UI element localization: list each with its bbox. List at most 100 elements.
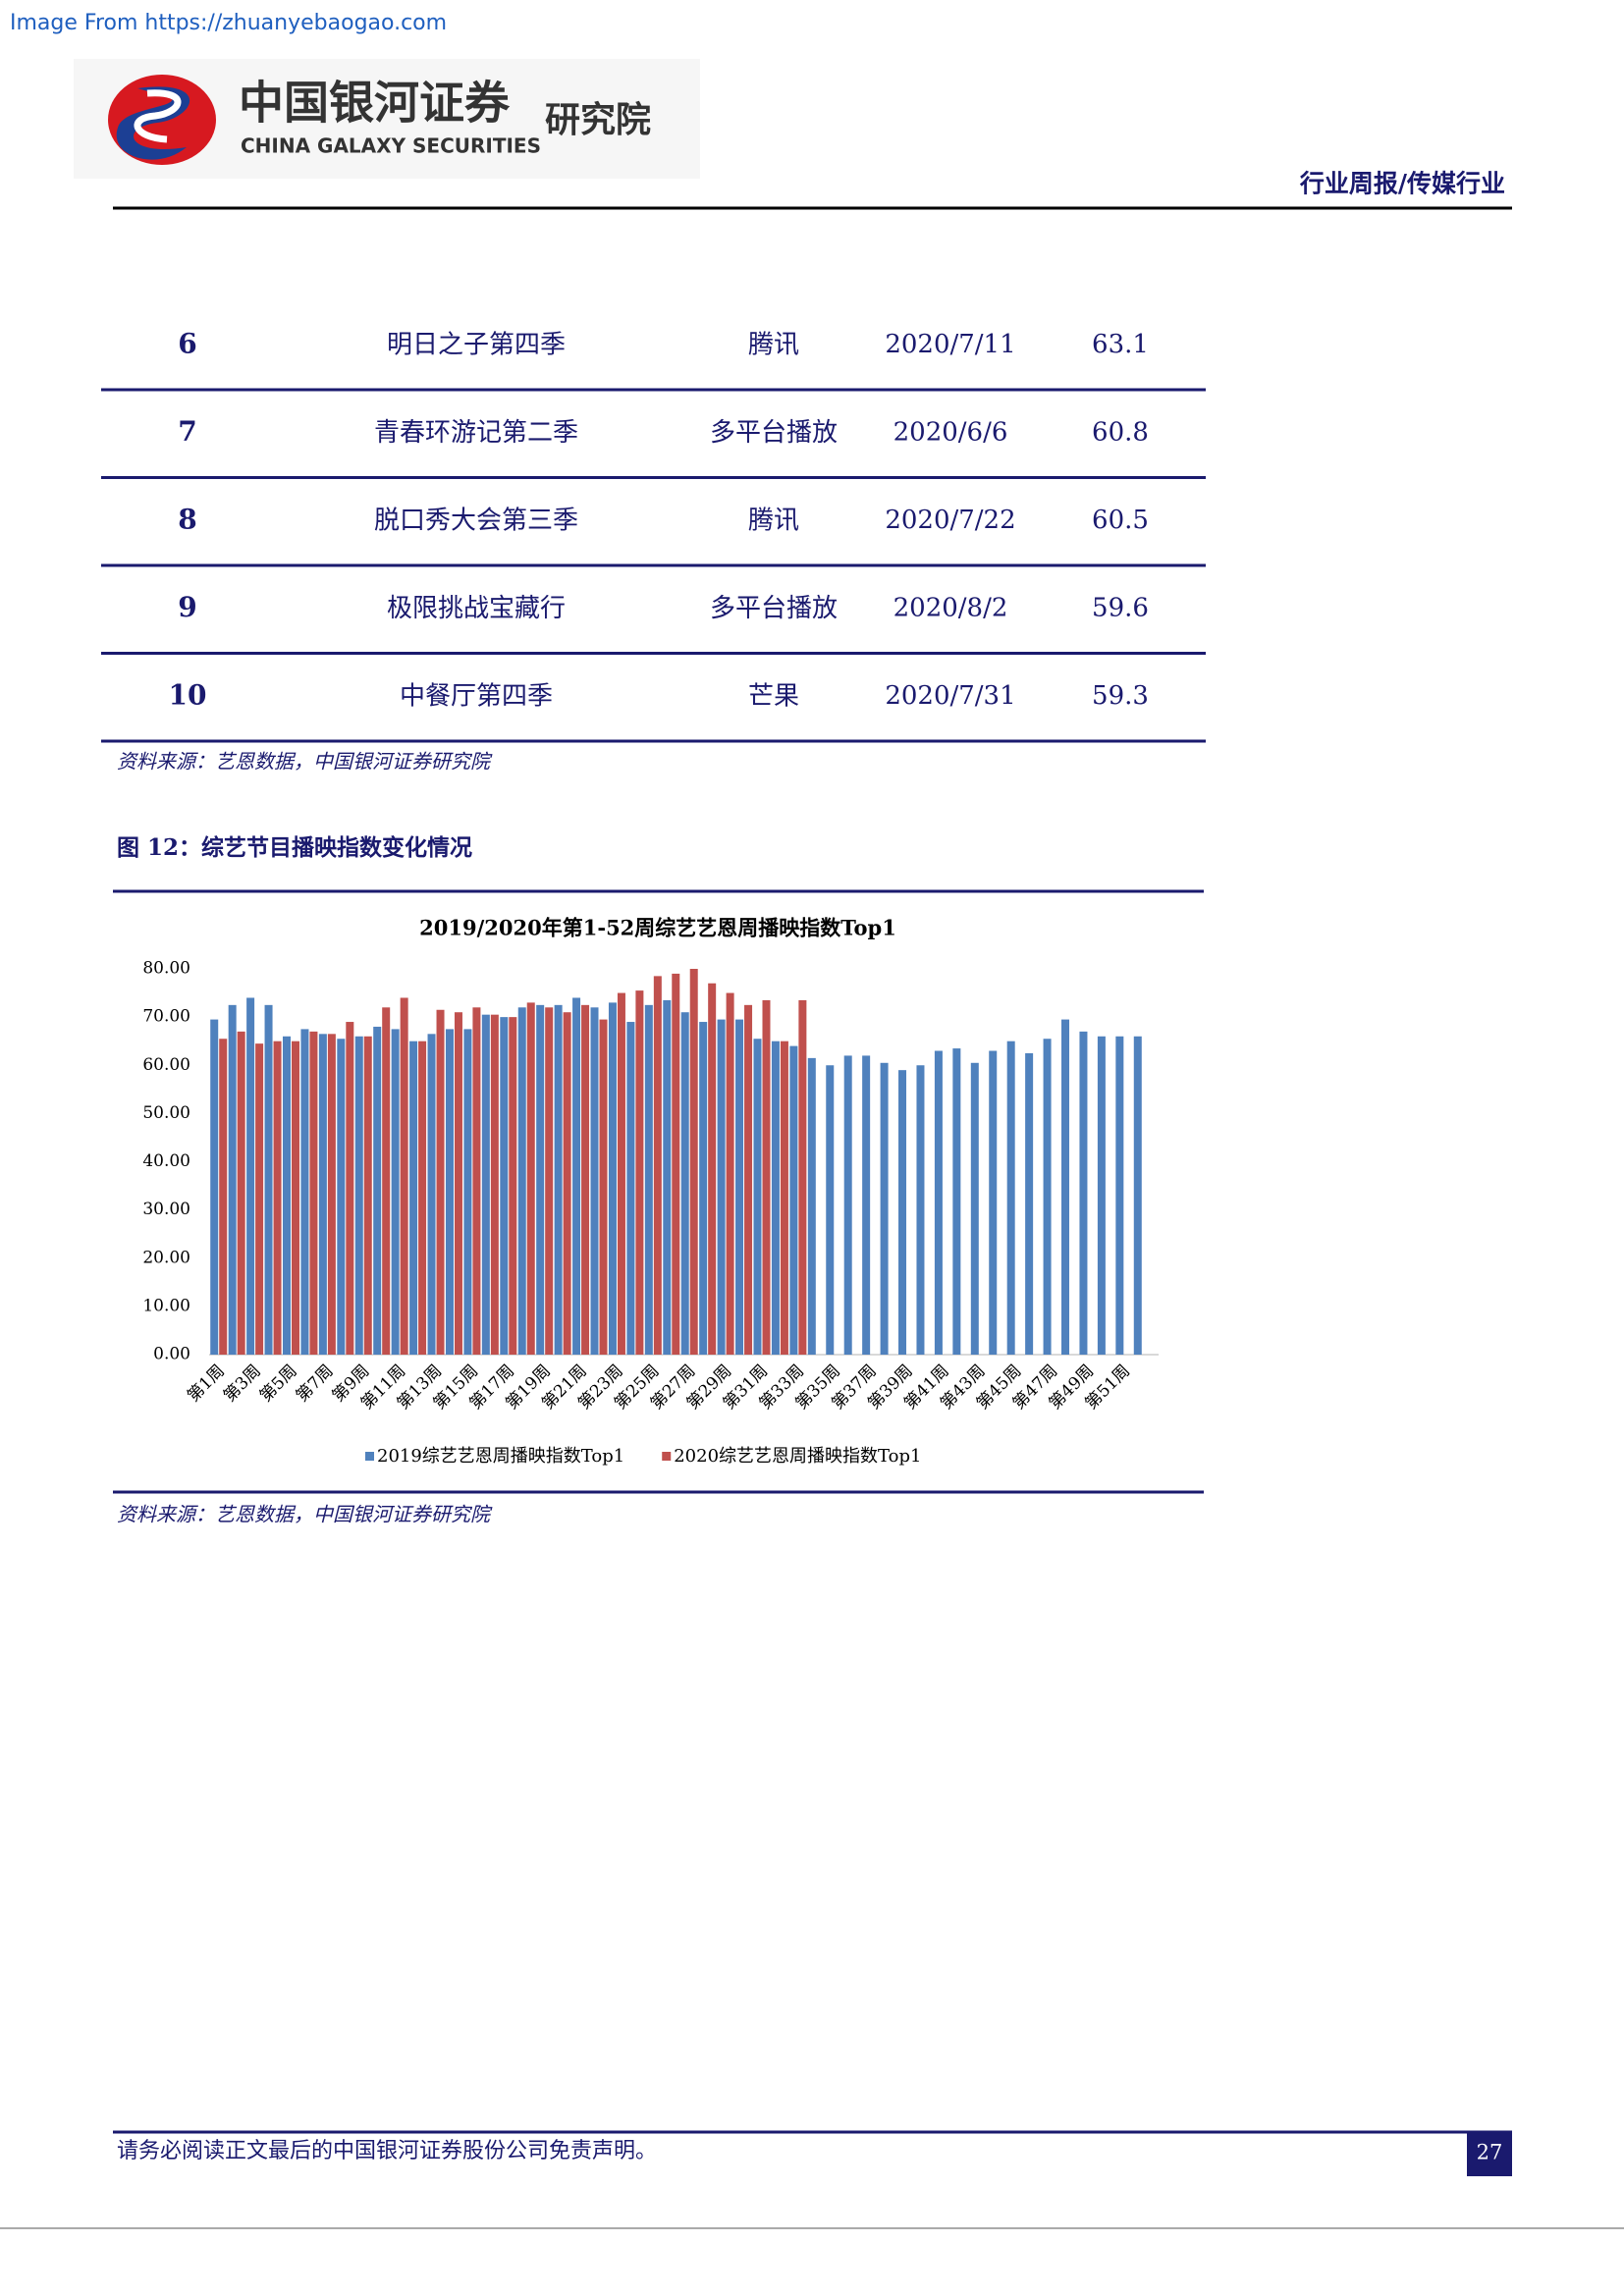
bar (472, 1007, 481, 1355)
bar (237, 1031, 245, 1355)
bar (717, 1019, 726, 1355)
bar (563, 1012, 571, 1355)
bar (490, 1014, 499, 1355)
bar (264, 1004, 273, 1355)
bar (608, 1002, 617, 1355)
table-cell: 明日之子第四季 (387, 331, 566, 360)
bar (708, 983, 717, 1355)
table-cell: 60.8 (1092, 418, 1149, 448)
table: 6 明日之子第四季 腾讯 2020/7/11 63.17 青春环游记第二季 多平台播放 202… (101, 328, 1206, 743)
bar (762, 999, 771, 1355)
table-cell: 腾讯 (748, 507, 799, 536)
y-tick-label: 80.00 (142, 959, 190, 979)
bar (753, 1039, 762, 1355)
table-cell: 59.3 (1092, 681, 1149, 711)
bar (989, 1050, 998, 1355)
bar (672, 973, 680, 1355)
bar (617, 992, 625, 1355)
table-cell: 2020/8/2 (893, 594, 1008, 623)
x-tick-label: 第7周 (293, 1362, 338, 1407)
bar (798, 999, 807, 1355)
bar (309, 1031, 318, 1355)
bar (291, 1041, 299, 1355)
bar (346, 1022, 354, 1355)
bar (1025, 1052, 1034, 1355)
page-number-box (1467, 2132, 1512, 2176)
bar (436, 1009, 445, 1355)
bar (744, 1004, 753, 1355)
bar (337, 1039, 346, 1355)
bar (318, 1034, 327, 1355)
logo-en: CHINA GALAXY SECURITIES (241, 134, 541, 158)
bar (481, 1014, 490, 1355)
table-cell: 8 (178, 504, 196, 536)
chart: 2019/2020年第1-52周综艺艺恩周播映指数Top1 0.00 10.00 2… (142, 916, 1159, 1467)
bar (526, 1002, 535, 1355)
bar (735, 1019, 744, 1355)
table-cell: 极限挑战宝藏行 (387, 594, 566, 623)
bar (1006, 1041, 1015, 1355)
bar (843, 1055, 852, 1355)
bar (373, 1026, 382, 1355)
bar (354, 1036, 363, 1355)
bar (228, 1004, 237, 1355)
table-cell: 7 (178, 415, 196, 448)
bar (1115, 1036, 1124, 1355)
bar (880, 1062, 889, 1355)
table-cell: 59.6 (1092, 594, 1149, 623)
y-tick-label: 70.00 (142, 1007, 190, 1027)
x-tick-label: 第3周 (220, 1362, 265, 1407)
bar (409, 1041, 418, 1355)
bar (363, 1036, 372, 1355)
table-cell: 中餐厅第四季 (400, 682, 553, 712)
page-number: 27 (1477, 2141, 1503, 2164)
bar (663, 999, 672, 1355)
bar (1043, 1039, 1052, 1355)
bar (382, 1007, 391, 1355)
bar (445, 1029, 454, 1355)
bar (626, 1022, 635, 1355)
bar (898, 1070, 907, 1355)
bar (644, 1004, 653, 1355)
bar (246, 997, 255, 1355)
legend-swatch (365, 1452, 374, 1461)
bar (1133, 1036, 1142, 1355)
bar (1061, 1019, 1070, 1355)
y-tick-label: 50.00 (142, 1103, 190, 1123)
footer-disclaimer: 请务必阅读正文最后的中国银河证券股份公司免责声明。 (117, 2139, 657, 2163)
watermark: Image From https://zhuanyebaogao.com (10, 11, 447, 35)
bar (590, 1007, 599, 1355)
logo-institute: 研究院 (545, 100, 651, 140)
x-tick-label: 第1周 (184, 1362, 229, 1407)
table-cell: 2020/7/22 (885, 506, 1015, 535)
bar (1097, 1036, 1106, 1355)
legend-label: 2020综艺艺恩周播映指数Top1 (674, 1446, 921, 1467)
table-cell: 9 (178, 591, 196, 623)
bar (509, 1017, 517, 1355)
table-cell: 多平台播放 (710, 418, 838, 448)
bar (500, 1017, 509, 1355)
table-cell: 多平台播放 (710, 594, 838, 623)
bar (210, 1019, 219, 1355)
bar (771, 1041, 780, 1355)
bar (970, 1062, 979, 1355)
bar (400, 997, 408, 1355)
bar (934, 1050, 943, 1355)
x-tick-label: 第5周 (256, 1362, 301, 1407)
table-cell: 芒果 (748, 682, 799, 712)
bar (952, 1048, 961, 1355)
bar (689, 969, 698, 1355)
bar (327, 1034, 336, 1355)
bar (427, 1034, 436, 1355)
bar (599, 1019, 608, 1355)
logo-mark (108, 75, 216, 165)
bar (807, 1057, 816, 1355)
bar (680, 1012, 689, 1355)
y-tick-label: 60.00 (142, 1055, 190, 1075)
bar (572, 997, 581, 1355)
chart-title: 2019/2020年第1-52周综艺艺恩周播映指数Top1 (419, 916, 896, 940)
y-tick-label: 0.00 (153, 1345, 190, 1364)
table-cell: 63.1 (1092, 330, 1149, 359)
